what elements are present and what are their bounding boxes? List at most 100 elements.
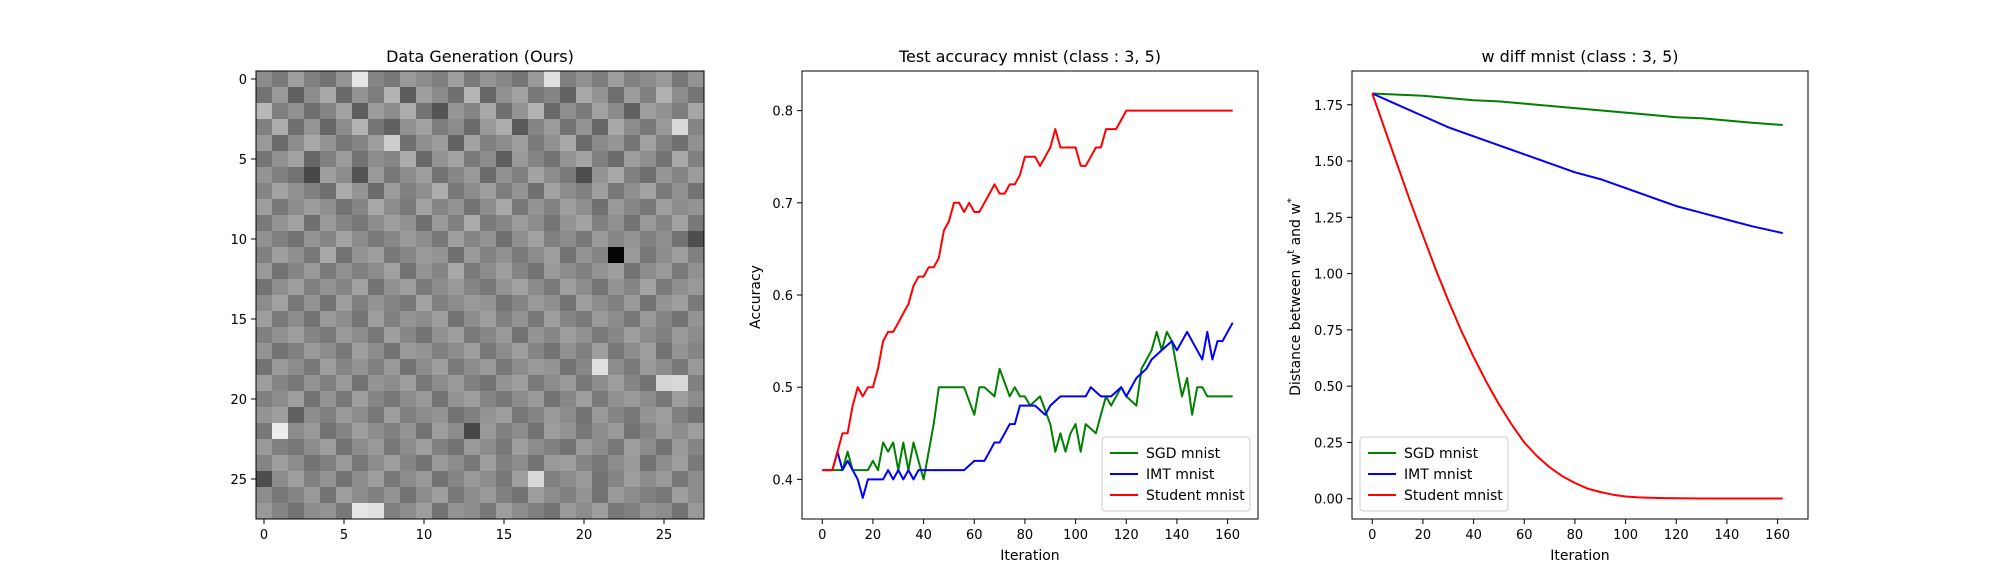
heatmap-cell — [544, 439, 561, 456]
heatmap-cell — [592, 327, 609, 344]
accuracy-x-axis-label: Iteration — [1000, 548, 1059, 564]
heatmap-cell — [416, 103, 433, 120]
heatmap-cell — [576, 263, 593, 280]
heatmap-cell — [560, 327, 577, 344]
heatmap-cell — [368, 471, 385, 488]
heatmap-cell — [384, 487, 401, 504]
heatmap-cell — [528, 119, 545, 136]
heatmap-cell — [480, 151, 497, 168]
heatmap-cell — [320, 87, 337, 104]
heatmap-cell — [368, 279, 385, 296]
heatmap-cell — [672, 423, 689, 440]
heatmap-cell — [512, 215, 529, 232]
heatmap-cell — [448, 375, 465, 392]
heatmap-cell — [624, 279, 641, 296]
w-diff-x-axis-label: Iteration — [1550, 548, 1609, 564]
heatmap-y-tick-label: 25 — [230, 473, 247, 488]
heatmap-cell — [688, 327, 705, 344]
heatmap-cell — [288, 119, 305, 136]
heatmap-cell — [640, 343, 657, 360]
heatmap-cell — [416, 215, 433, 232]
heatmap-cell — [592, 311, 609, 328]
heatmap-cell — [560, 151, 577, 168]
heatmap-cell — [512, 103, 529, 120]
heatmap-cell — [544, 295, 561, 312]
heatmap-cell — [560, 391, 577, 408]
heatmap-cell — [400, 471, 417, 488]
heatmap-cell — [672, 279, 689, 296]
heatmap-cell — [592, 135, 609, 152]
heatmap-cell — [448, 359, 465, 376]
heatmap-cell — [288, 183, 305, 200]
heatmap-cell — [640, 407, 657, 424]
heatmap-cell — [368, 423, 385, 440]
heatmap-cell — [544, 487, 561, 504]
heatmap-cell — [368, 183, 385, 200]
heatmap-cell — [512, 263, 529, 280]
heatmap-cell — [560, 487, 577, 504]
heatmap-cell — [592, 183, 609, 200]
heatmap-cell — [624, 311, 641, 328]
heatmap-cell — [368, 199, 385, 216]
heatmap-cell — [624, 119, 641, 136]
heatmap-cell — [288, 343, 305, 360]
heatmap-cell — [288, 455, 305, 472]
heatmap-cell — [416, 503, 433, 520]
heatmap-cell — [560, 215, 577, 232]
heatmap-cell — [256, 471, 273, 488]
heatmap-cell — [656, 183, 673, 200]
heatmap-cell — [256, 87, 273, 104]
heatmap-cell — [352, 167, 369, 184]
heatmap-cell — [640, 135, 657, 152]
heatmap-cell — [448, 71, 465, 88]
heatmap-cell — [512, 199, 529, 216]
heatmap-cell — [656, 503, 673, 520]
heatmap-cell — [656, 359, 673, 376]
heatmap-cell — [432, 503, 449, 520]
heatmap-cell — [496, 87, 513, 104]
heatmap-cell — [448, 503, 465, 520]
heatmap-cell — [672, 247, 689, 264]
heatmap-cell — [592, 231, 609, 248]
heatmap-cell — [304, 231, 321, 248]
heatmap-cell — [672, 103, 689, 120]
heatmap-cell — [432, 423, 449, 440]
heatmap-cell — [672, 343, 689, 360]
heatmap-cell — [304, 327, 321, 344]
heatmap-cell — [528, 71, 545, 88]
heatmap-cell — [640, 471, 657, 488]
accuracy-x-tick-label: 160 — [1215, 528, 1240, 543]
heatmap-cell — [304, 199, 321, 216]
heatmap-cell — [272, 343, 289, 360]
heatmap-cell — [448, 327, 465, 344]
heatmap-cell — [400, 247, 417, 264]
heatmap-cell — [560, 135, 577, 152]
heatmap-cell — [608, 279, 625, 296]
heatmap-cell — [416, 231, 433, 248]
heatmap-cell — [608, 215, 625, 232]
w-diff-y-tick-label: 1.00 — [1314, 268, 1343, 283]
heatmap-cell — [320, 199, 337, 216]
heatmap-cell — [464, 311, 481, 328]
heatmap-cell — [512, 311, 529, 328]
heatmap-cell — [288, 503, 305, 520]
heatmap-cell — [688, 103, 705, 120]
heatmap-cell — [480, 119, 497, 136]
heatmap-cell — [512, 167, 529, 184]
heatmap-cell — [288, 247, 305, 264]
heatmap-cell — [688, 423, 705, 440]
heatmap-cell — [448, 487, 465, 504]
heatmap-cell — [256, 391, 273, 408]
heatmap-cell — [608, 375, 625, 392]
heatmap-cell — [304, 167, 321, 184]
heatmap-cell — [528, 503, 545, 520]
heatmap-cell — [592, 359, 609, 376]
heatmap-cell — [416, 439, 433, 456]
heatmap-cell — [336, 487, 353, 504]
heatmap-cell — [560, 103, 577, 120]
heatmap-cell — [400, 359, 417, 376]
heatmap-cell — [512, 151, 529, 168]
heatmap-cell — [448, 183, 465, 200]
heatmap-cell — [576, 199, 593, 216]
